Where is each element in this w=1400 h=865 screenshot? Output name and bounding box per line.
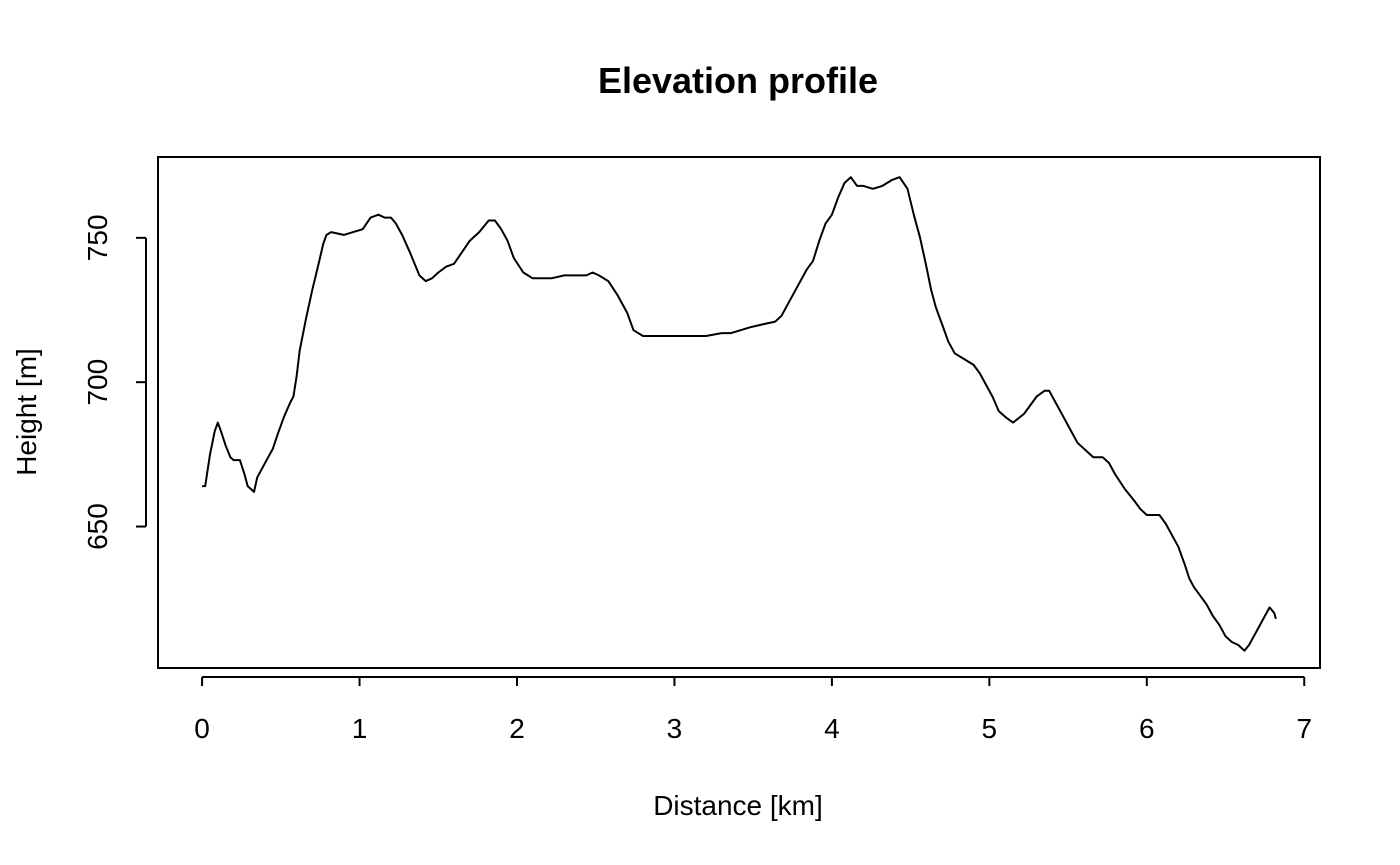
- x-tick-label: 2: [509, 713, 525, 744]
- y-axis-label: Height [m]: [11, 348, 42, 476]
- x-tick-label: 5: [982, 713, 998, 744]
- elevation-line: [202, 176, 1277, 652]
- y-tick-label: 750: [82, 214, 113, 261]
- y-tick-label: 700: [82, 359, 113, 406]
- x-tick-label: 0: [194, 713, 210, 744]
- x-tick-label: 4: [824, 713, 840, 744]
- x-axis-label: Distance [km]: [653, 790, 823, 821]
- x-tick-label: 6: [1139, 713, 1155, 744]
- y-tick-label: 650: [82, 503, 113, 550]
- plot-frame: [157, 156, 1321, 669]
- x-tick-label: 7: [1296, 713, 1312, 744]
- x-axis: 0 1 2 3 4 5 6 7: [194, 676, 1312, 744]
- x-tick-label: 3: [667, 713, 683, 744]
- x-tick-label: 1: [352, 713, 368, 744]
- chart-title: Elevation profile: [598, 60, 878, 101]
- y-axis: 650 700 750: [82, 214, 147, 550]
